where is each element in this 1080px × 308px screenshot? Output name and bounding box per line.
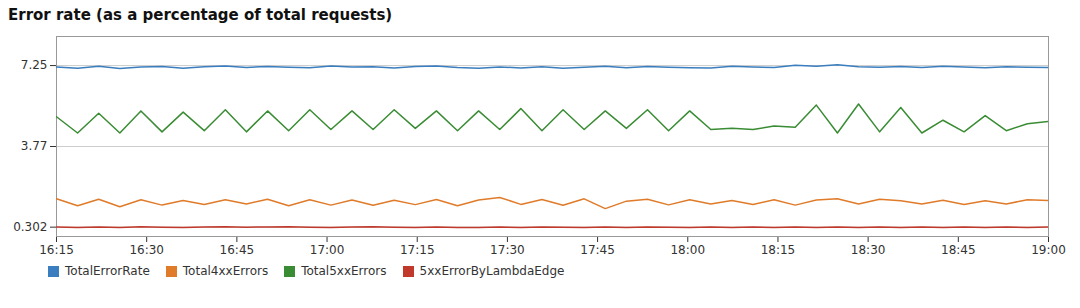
svg-text:17:45: 17:45 — [580, 243, 615, 257]
svg-text:18:00: 18:00 — [670, 243, 705, 257]
html-text:Total4xxErrors: Total4xxErrors — [182, 264, 269, 278]
svg-text:16:45: 16:45 — [220, 243, 255, 257]
svg-text:18:45: 18:45 — [941, 243, 976, 257]
svg-text:16:30: 16:30 — [129, 243, 164, 257]
svg-text:17:00: 17:00 — [310, 243, 345, 257]
svg-text:17:30: 17:30 — [490, 243, 525, 257]
html-text:5xxErrorByLambdaEdge: 5xxErrorByLambdaEdge — [419, 264, 565, 278]
svg-text:3.77: 3.77 — [21, 139, 48, 153]
svg-text:17:15: 17:15 — [400, 243, 435, 257]
svg-text:7.25: 7.25 — [21, 58, 48, 72]
html-text:Total5xxErrors: Total5xxErrors — [301, 264, 387, 278]
svg-text:18:30: 18:30 — [851, 243, 886, 257]
svg-text:16:15: 16:15 — [39, 243, 74, 257]
svg-text:19:00: 19:00 — [1031, 243, 1066, 257]
svg-text:0.302: 0.302 — [13, 220, 47, 234]
html-text:Error rate (as a percentage of: Error rate (as a percentage of total req… — [8, 6, 393, 24]
svg-text:18:15: 18:15 — [761, 243, 796, 257]
html-text:TotalErrorRate: TotalErrorRate — [65, 264, 150, 278]
